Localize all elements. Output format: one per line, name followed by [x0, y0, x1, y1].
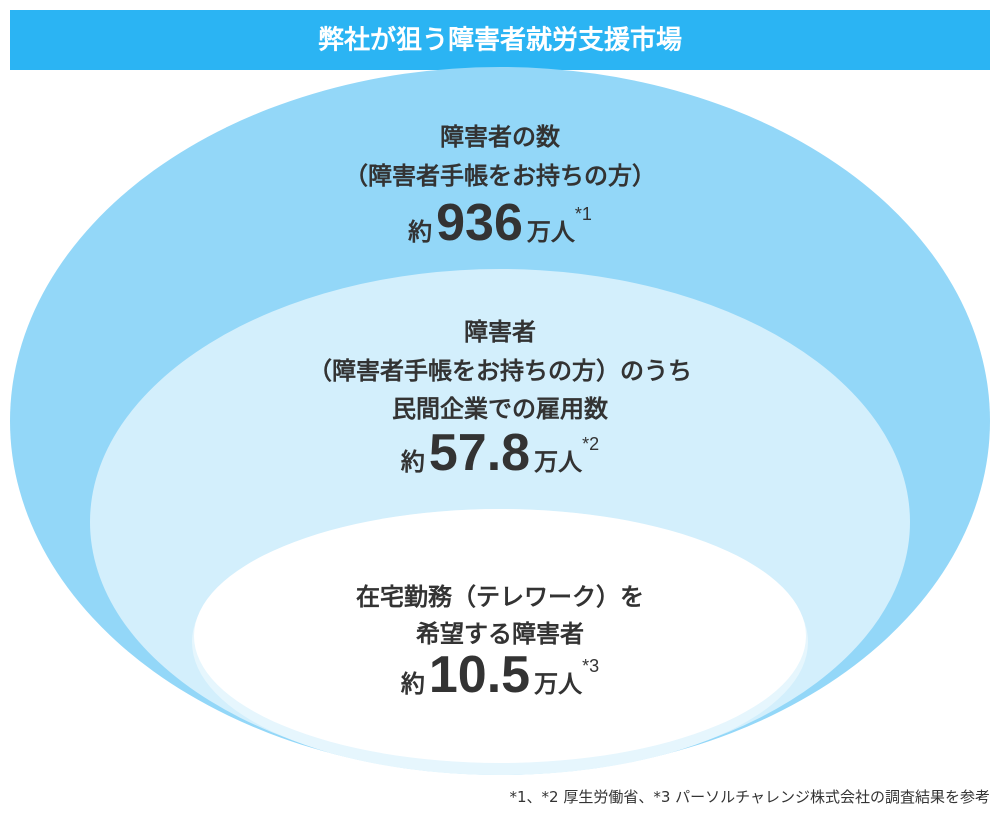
- ellipse-label: 障害者: [464, 318, 536, 346]
- ellipse-label: 在宅勤務（テレワーク）を: [356, 583, 644, 611]
- ellipse-label: （障害者手帳をお持ちの方）のうち: [308, 357, 692, 385]
- ellipse-label: 希望する障害者: [416, 620, 584, 648]
- note-ref: *2: [582, 434, 599, 454]
- figure-line: 約10.5 万人*3: [400, 646, 599, 704]
- note-ref: *3: [582, 656, 599, 676]
- figure-line: 約936 万人*1: [407, 194, 592, 252]
- unit: 万人: [527, 218, 576, 246]
- title: 弊社が狙う障害者就労支援市場: [318, 25, 682, 56]
- unit: 万人: [534, 670, 583, 698]
- prefix: 約: [407, 218, 432, 246]
- title-bar: [10, 10, 990, 70]
- figure-value: 10.5: [429, 646, 530, 704]
- note-ref: *1: [575, 204, 592, 224]
- ellipse-label: 民間企業での雇用数: [392, 395, 609, 423]
- footnote: *1、*2 厚生労働省、*3 パーソルチャレンジ株式会社の調査結果を参考: [509, 788, 990, 806]
- inner-ellipse: [194, 509, 806, 763]
- ellipse-label: （障害者手帳をお持ちの方）: [344, 162, 656, 190]
- figure-line: 約57.8 万人*2: [400, 424, 599, 482]
- unit: 万人: [534, 448, 583, 476]
- prefix: 約: [400, 448, 425, 476]
- figure-value: 936: [436, 194, 523, 252]
- figure-value: 57.8: [429, 424, 530, 482]
- prefix: 約: [400, 670, 425, 698]
- ellipse-label: 障害者の数: [440, 123, 561, 151]
